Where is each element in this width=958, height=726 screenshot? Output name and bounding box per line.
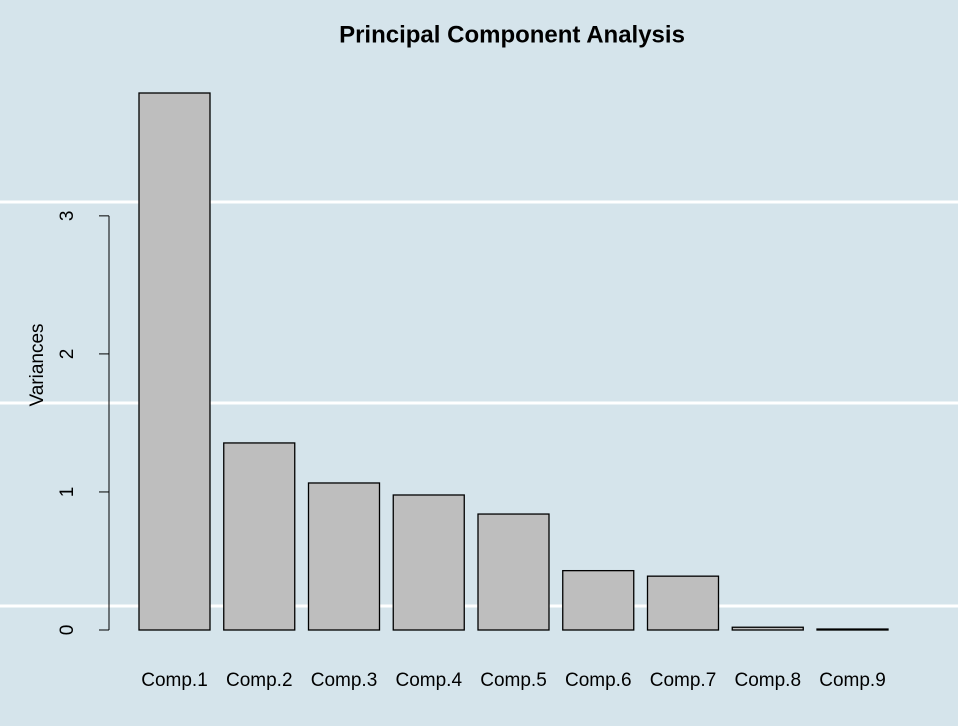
bar	[646, 575, 720, 631]
bar	[562, 569, 635, 631]
bar	[731, 626, 804, 631]
bar	[477, 513, 550, 631]
x-tick-label: Comp.9	[819, 670, 886, 691]
y-tick-label: 3	[57, 211, 78, 222]
bar	[307, 482, 381, 631]
x-tick-label: Comp.2	[226, 670, 293, 691]
x-tick-label: Comp.1	[141, 670, 208, 691]
bar	[223, 442, 296, 631]
bar	[138, 92, 211, 631]
y-axis-label: Variances	[27, 323, 48, 406]
y-tick-label: 2	[57, 349, 78, 360]
y-tick-label: 0	[57, 625, 78, 636]
x-tick-label: Comp.5	[480, 670, 547, 691]
x-tick-label: Comp.3	[311, 670, 378, 691]
bar	[392, 494, 465, 631]
chart-title: Principal Component Analysis	[339, 21, 685, 48]
x-tick-label: Comp.4	[395, 670, 462, 691]
bar	[816, 628, 889, 631]
x-tick-label: Comp.7	[650, 670, 717, 691]
x-tick-label: Comp.8	[734, 670, 801, 691]
y-tick-label: 1	[57, 487, 78, 498]
x-tick-label: Comp.6	[565, 670, 632, 691]
